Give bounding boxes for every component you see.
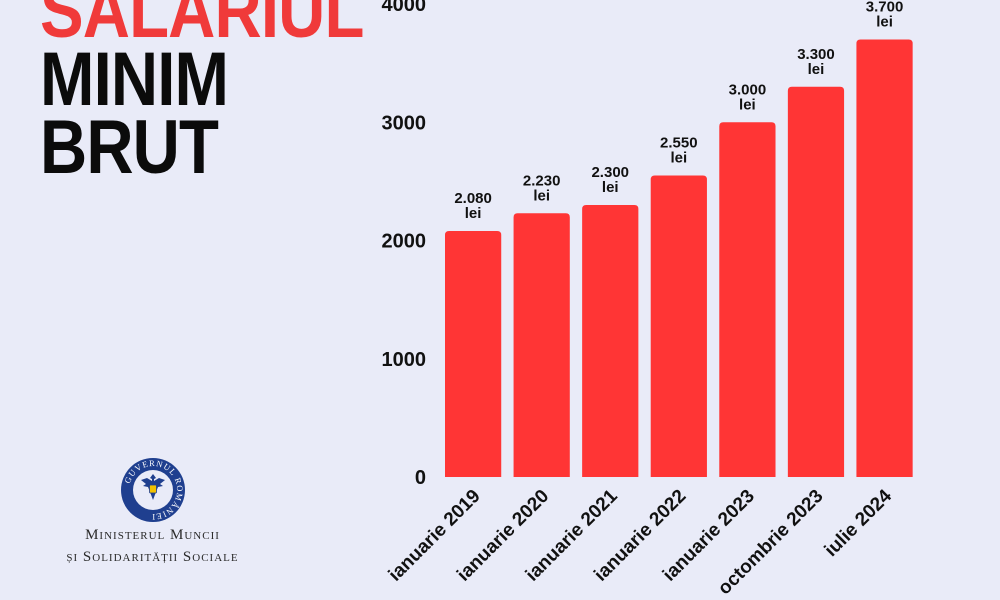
bar [650, 175, 707, 477]
y-tick-label: 4000 [382, 0, 427, 16]
bar-value-label: 2.230 [523, 172, 561, 189]
bar [513, 213, 570, 478]
title-line-1: SALARIUL [40, 0, 364, 54]
bar [856, 39, 913, 477]
bar-unit-label: lei [876, 13, 893, 30]
bar [445, 231, 502, 477]
bar [582, 205, 639, 477]
ministry-name-line-1: Ministerul Muncii [85, 527, 220, 543]
bar-value-label: 3.700 [866, 0, 904, 15]
bar-value-label: 2.080 [454, 190, 492, 207]
bar-unit-label: lei [670, 149, 687, 166]
bar-unit-label: lei [602, 179, 619, 196]
y-tick-label: 2000 [382, 231, 427, 253]
title-line-2: MINIM [40, 37, 229, 122]
y-tick-label: 0 [415, 467, 426, 489]
x-category-label: iulie 2024 [821, 485, 897, 561]
bar-value-label: 2.550 [660, 134, 698, 151]
bar-value-label: 2.300 [591, 164, 629, 181]
bar-value-label: 3.000 [729, 81, 767, 98]
bar-unit-label: lei [465, 205, 482, 222]
y-tick-label: 1000 [382, 349, 427, 371]
bar [787, 86, 845, 478]
bar [719, 122, 776, 477]
government-emblem-icon: GUVERNUL ROMÂNIEI [120, 458, 185, 522]
y-tick-label: 3000 [382, 112, 427, 134]
bar-unit-label: lei [739, 96, 756, 113]
bar-value-label: 3.300 [797, 46, 835, 63]
ministry-name-line-2: și Solidarității Sociale [66, 549, 239, 565]
title-line-3: BRUT [40, 105, 219, 190]
title-block: SALARIUL MINIM BRUT [40, 0, 416, 190]
bar-unit-label: lei [533, 187, 550, 204]
bar-unit-label: lei [808, 61, 825, 78]
ministry-logo: GUVERNUL ROMÂNIEI Ministerul Muncii și S… [40, 456, 265, 568]
